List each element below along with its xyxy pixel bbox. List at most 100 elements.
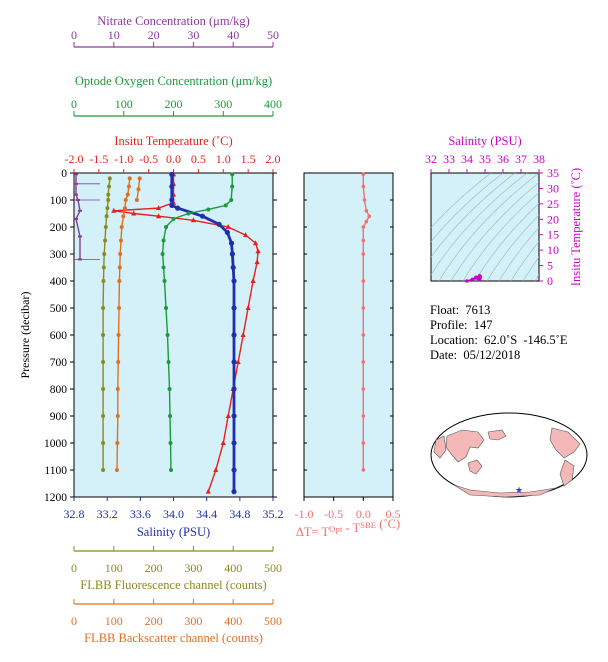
density-contour — [450, 182, 539, 281]
series-marker — [107, 184, 112, 189]
axis-tick-label: 40 — [227, 28, 239, 42]
axis-tick-label: 200 — [165, 97, 183, 111]
series-marker — [231, 278, 237, 284]
series-marker — [169, 197, 175, 203]
series-marker — [164, 225, 169, 229]
series-marker — [103, 238, 108, 243]
axis-tick-label: -1.0 — [114, 152, 133, 166]
series-marker — [101, 306, 106, 310]
series-marker — [168, 414, 173, 418]
series-marker — [155, 213, 162, 219]
series-marker — [117, 265, 122, 270]
axis-tick-label: 400 — [224, 561, 242, 575]
delta-t-tick-label: -0.5 — [324, 507, 343, 521]
delta-t-marker — [364, 219, 369, 224]
delta-t-marker — [364, 209, 369, 213]
series-marker — [115, 414, 120, 418]
series-marker — [101, 360, 106, 364]
axis-tick-label: 100 — [105, 561, 123, 575]
pressure-tick-label: 200 — [50, 222, 68, 234]
delta-t-plot-area — [303, 172, 394, 498]
axis-tick-label: 34.0 — [163, 507, 184, 521]
density-contour — [431, 173, 516, 258]
series-marker — [119, 225, 124, 229]
axis-tick-label: 100 — [105, 614, 123, 628]
axis-tick-label: 500 — [264, 561, 282, 575]
series-marker — [231, 359, 237, 365]
delta-t-marker — [361, 279, 366, 283]
ts-ytick-label: 0 — [547, 274, 553, 288]
series-marker — [231, 440, 237, 446]
series-marker — [190, 217, 196, 223]
series-marker — [169, 171, 175, 177]
ts-ytick-label: 5 — [547, 259, 553, 273]
series-marker — [216, 221, 222, 227]
series-marker — [122, 206, 127, 211]
series-marker — [167, 387, 172, 391]
series-marker — [228, 240, 235, 246]
delta-t-tick-label: 0.5 — [386, 507, 401, 521]
axis-tick-label: 300 — [214, 97, 232, 111]
axis-tick-label: 35.2 — [263, 507, 284, 521]
series-marker — [123, 198, 128, 202]
series-marker — [114, 468, 119, 472]
axis-tick-label: 0 — [71, 28, 77, 42]
series-marker — [225, 224, 231, 229]
pressure-tick-label: 800 — [50, 384, 68, 396]
series-marker — [116, 360, 121, 364]
axis-title: Insitu Temperature (˚C) — [114, 134, 232, 148]
series-marker — [101, 414, 106, 418]
series-marker — [231, 386, 237, 392]
delta-t-marker — [361, 387, 366, 391]
axis-title: Optode Oxygen Concentration (μm/kg) — [75, 74, 272, 88]
axis-tick-label: 33.6 — [130, 507, 151, 521]
axis-tick-label: 10 — [108, 28, 120, 42]
series-marker — [213, 467, 219, 472]
axis-tick-label: 2.0 — [266, 152, 281, 166]
pressure-tick-label: 400 — [50, 276, 68, 288]
series-marker — [106, 192, 111, 197]
series-marker — [224, 229, 230, 235]
delta-t-marker — [362, 198, 367, 202]
axis-tick-label: 30 — [187, 28, 199, 42]
delta-t-marker — [361, 414, 366, 418]
pressure-tick-label: 100 — [50, 195, 68, 207]
axis-tick-label: 0.5 — [191, 152, 206, 166]
pressure-tick-label: 700 — [50, 357, 68, 369]
delta-t-marker — [361, 225, 366, 229]
ts-xtick-label: 36 — [497, 152, 509, 166]
series-marker — [118, 238, 123, 243]
pressure-tick-label: 900 — [50, 411, 68, 423]
density-contour — [486, 214, 539, 281]
density-contour — [431, 173, 528, 276]
pressure-tick-label: 300 — [50, 249, 68, 261]
density-contour — [438, 173, 539, 281]
series-marker — [171, 216, 176, 221]
axis-tick-label: -2.0 — [65, 152, 84, 166]
axis-tick-label: -0.5 — [139, 152, 158, 166]
series-marker — [199, 213, 206, 219]
series-marker — [101, 441, 106, 445]
series-marker — [231, 413, 237, 419]
series-marker — [231, 467, 237, 473]
ts-xtick-label: 35 — [479, 152, 491, 166]
ts-ytick-label: 20 — [547, 212, 559, 226]
delta-t-tick-label: -1.0 — [295, 507, 314, 521]
delta-t-tick-label: 0.0 — [356, 507, 371, 521]
ts-xtick-label: 34 — [461, 152, 473, 166]
series-marker — [245, 305, 251, 310]
ts-ylabel: Insitu Temperature (˚C) — [569, 168, 583, 286]
series-marker — [229, 198, 234, 202]
series-marker — [101, 333, 106, 337]
series-marker — [220, 440, 226, 445]
ts-marker — [476, 276, 480, 281]
axis-title: FLBB Backscatter channel (counts) — [84, 631, 263, 645]
series-marker — [168, 441, 173, 445]
series-marker — [101, 265, 106, 270]
series-marker — [169, 468, 174, 472]
series-marker — [225, 413, 231, 418]
pressure-tick-label: 500 — [50, 303, 68, 315]
delta-t-panel: -1.0 -0.5 0.0 0.5ΔT= TOpt - TSBE (˚C) — [295, 172, 401, 539]
